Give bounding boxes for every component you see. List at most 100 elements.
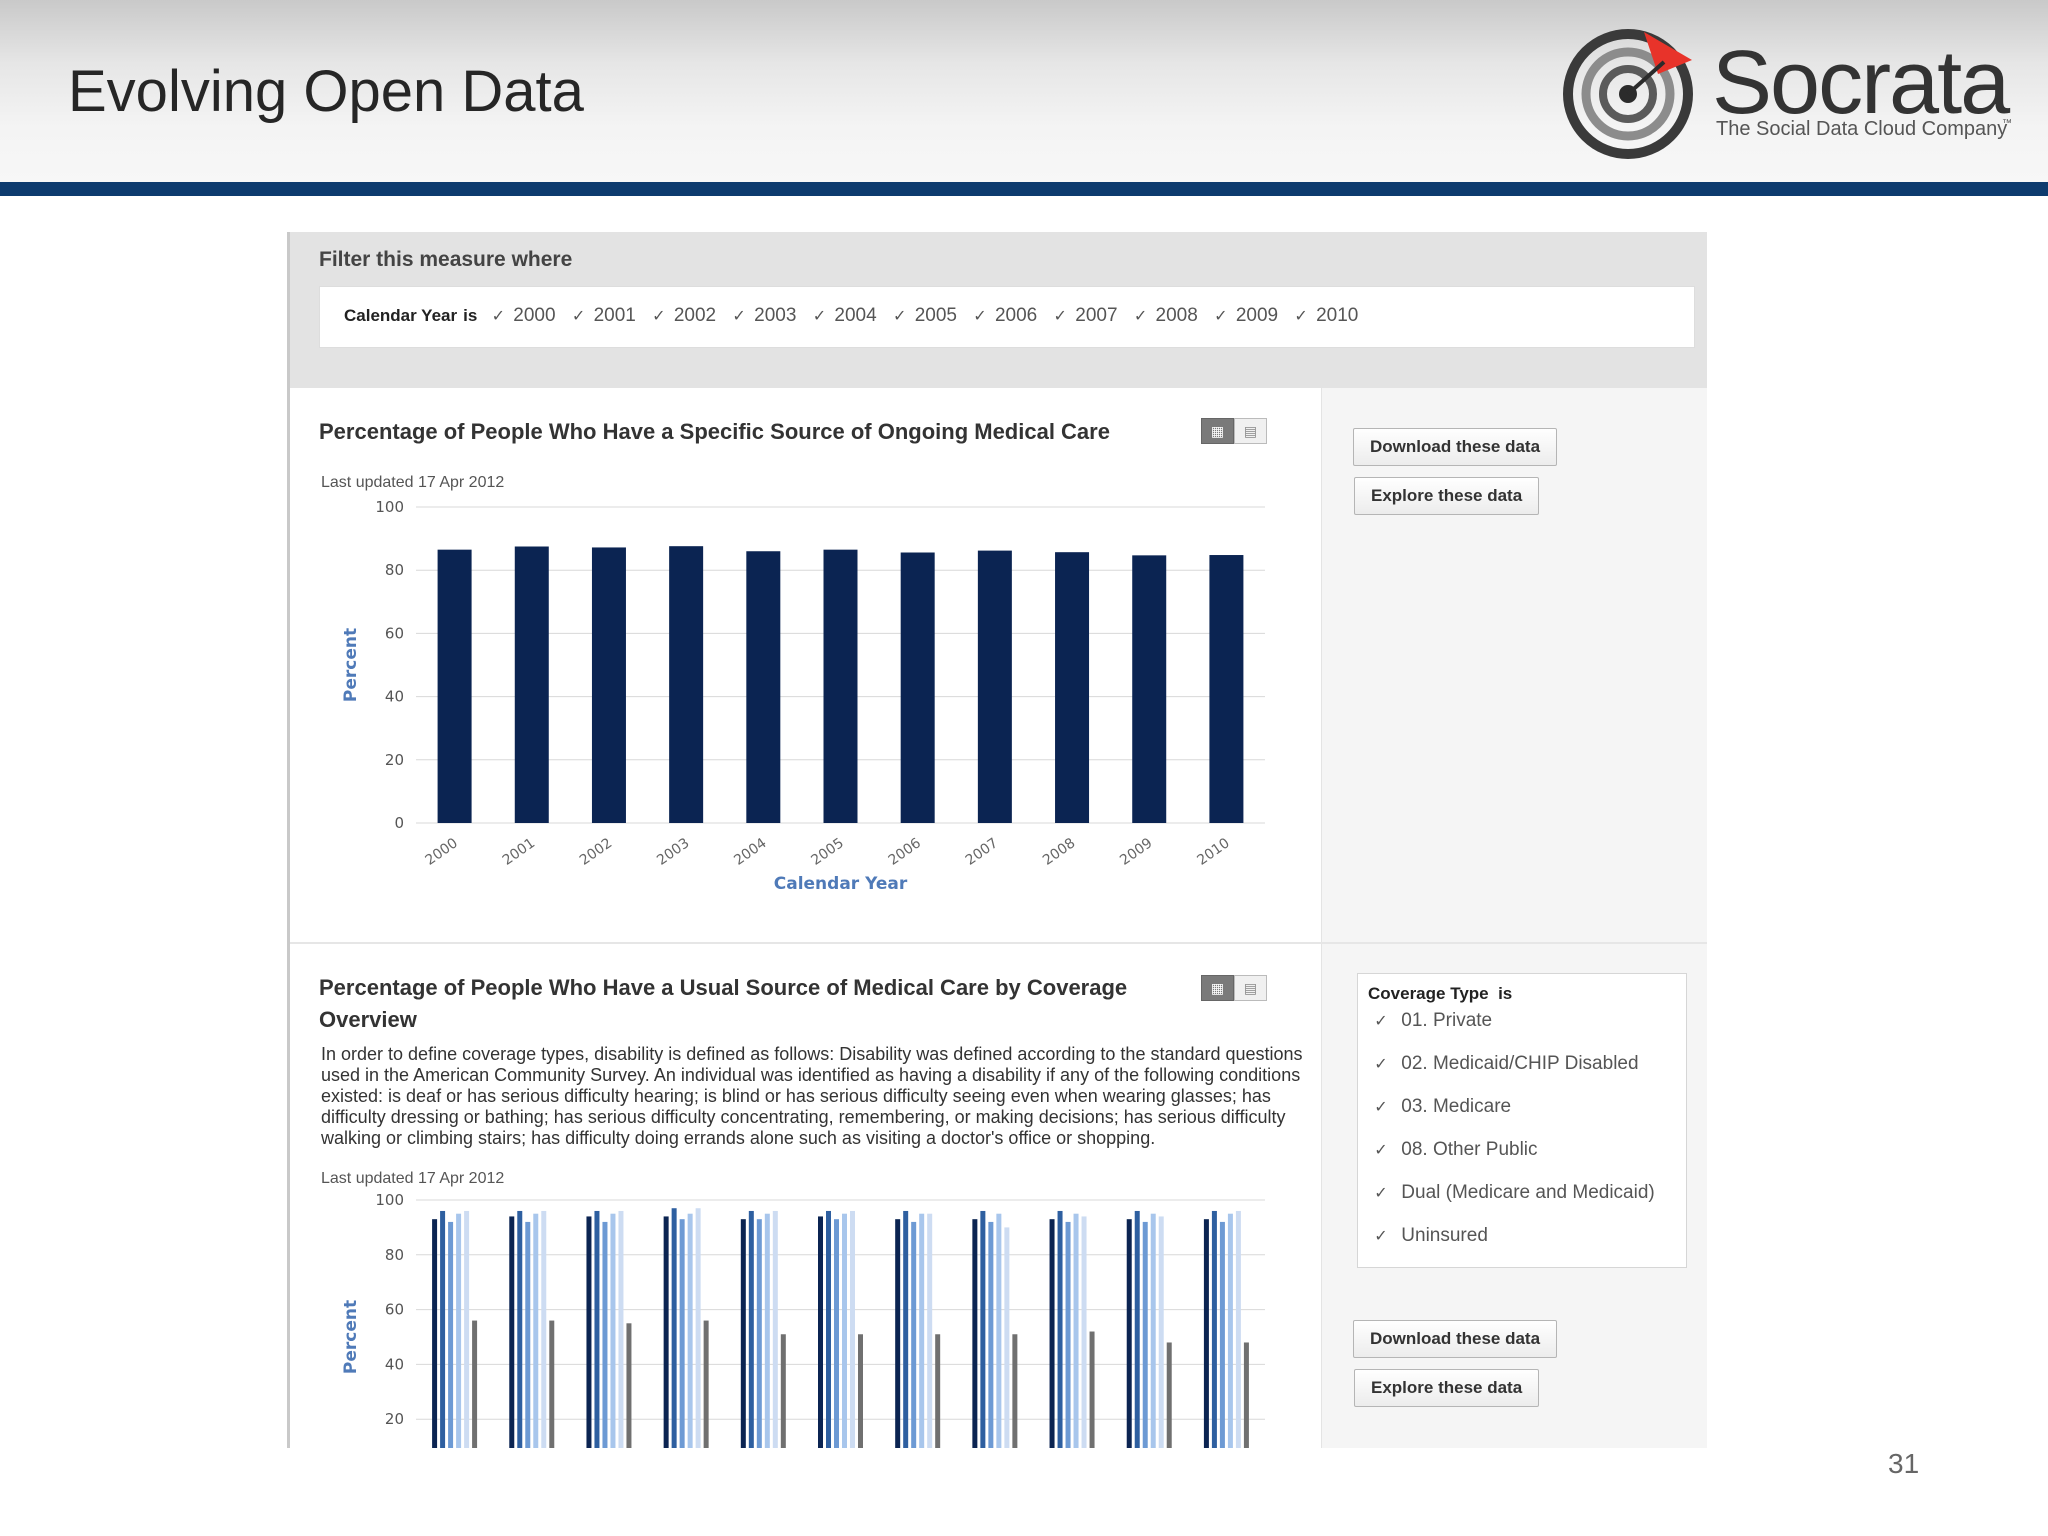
bar bbox=[456, 1213, 462, 1448]
bar bbox=[850, 1210, 855, 1448]
bar bbox=[1235, 1210, 1241, 1448]
bar bbox=[472, 1320, 478, 1448]
filter-panel: Filter this measure where Calendar Year … bbox=[290, 232, 1707, 388]
coverage-option[interactable]: ✓ 01. Private bbox=[1372, 1010, 1492, 1032]
bar bbox=[1142, 1221, 1148, 1448]
bar bbox=[1227, 1213, 1233, 1448]
bar bbox=[1134, 1210, 1140, 1448]
checkbox-checked-icon[interactable]: ✓ bbox=[1374, 1142, 1388, 1159]
checkbox-checked-icon[interactable]: ✓ bbox=[1374, 1056, 1388, 1073]
bar bbox=[1049, 1219, 1055, 1448]
bar bbox=[679, 1219, 685, 1448]
year-filter-option[interactable]: ✓ 2009 bbox=[1212, 305, 1292, 327]
checkbox-checked-icon[interactable]: ✓ bbox=[1053, 308, 1067, 325]
bar bbox=[1150, 1213, 1156, 1448]
checkbox-checked-icon[interactable]: ✓ bbox=[1374, 1099, 1388, 1116]
checkbox-checked-icon[interactable]: ✓ bbox=[1294, 308, 1308, 325]
slide-header: Evolving Open Data Socrata The Social Da… bbox=[0, 0, 2048, 182]
year-filter-option[interactable]: ✓ 2005 bbox=[891, 305, 971, 327]
side-column bbox=[1321, 388, 1707, 1448]
bar bbox=[903, 1210, 909, 1448]
bar bbox=[509, 1216, 515, 1448]
year-filter-option[interactable]: ✓ 2002 bbox=[650, 305, 730, 327]
download-data-button[interactable]: Download these data bbox=[1353, 1320, 1558, 1358]
coverage-option[interactable]: ✓ 02. Medicaid/CHIP Disabled bbox=[1372, 1053, 1638, 1075]
year-filter-option[interactable]: ✓ 2006 bbox=[971, 305, 1051, 327]
x-tick-label: 2009 bbox=[1117, 835, 1155, 869]
checkbox-checked-icon[interactable]: ✓ bbox=[973, 308, 987, 325]
x-tick-label: 2007 bbox=[963, 835, 1001, 869]
checkbox-checked-icon[interactable]: ✓ bbox=[571, 308, 586, 325]
bar bbox=[525, 1221, 531, 1448]
bar bbox=[703, 1320, 709, 1448]
year-filter-option[interactable]: ✓ 2004 bbox=[810, 305, 890, 327]
coverage-option[interactable]: ✓ 08. Other Public bbox=[1372, 1139, 1537, 1161]
year-filter-option[interactable]: ✓ 2007 bbox=[1051, 305, 1131, 327]
checkbox-checked-icon[interactable]: ✓ bbox=[1214, 308, 1228, 325]
bar bbox=[514, 546, 549, 823]
bar-chart-icon[interactable]: ▦ bbox=[1201, 975, 1234, 1001]
bar bbox=[663, 1216, 669, 1448]
bar bbox=[842, 1213, 847, 1448]
year-filter-option[interactable]: ✓ 2010 bbox=[1292, 305, 1372, 327]
panel1-bar-chart: 0 20 40 60 80 100 Percent 2000 2001 2002 2003 2004 2… bbox=[341, 498, 1265, 894]
year-filter-option[interactable]: ✓ 2003 bbox=[730, 305, 810, 327]
bar bbox=[594, 1210, 600, 1448]
x-tick-label: 2004 bbox=[731, 835, 769, 869]
y-tick-label: 100 bbox=[375, 498, 404, 516]
checkbox-checked-icon[interactable]: ✓ bbox=[491, 308, 505, 325]
bar-chart-icon[interactable]: ▦ bbox=[1201, 418, 1234, 444]
x-tick-label: 2000 bbox=[423, 835, 461, 869]
checkbox-checked-icon[interactable]: ✓ bbox=[1374, 1228, 1388, 1245]
bar bbox=[695, 1208, 701, 1448]
table-grid-icon[interactable]: ▤ bbox=[1234, 975, 1267, 1001]
y-tick-label: 100 bbox=[375, 1191, 404, 1209]
table-grid-icon[interactable]: ▤ bbox=[1234, 418, 1267, 444]
bar bbox=[1243, 1342, 1249, 1448]
bar bbox=[1132, 555, 1167, 823]
bar bbox=[1219, 1221, 1225, 1448]
checkbox-checked-icon[interactable]: ✓ bbox=[732, 308, 746, 325]
panel2-updated: Last updated 17 Apr 2012 bbox=[321, 1170, 505, 1187]
year-filter-option[interactable]: ✓ 2000 bbox=[489, 305, 569, 327]
logo-trademark: ™ bbox=[2002, 118, 2012, 129]
bar bbox=[1065, 1221, 1071, 1448]
explore-data-button[interactable]: Explore these data bbox=[1354, 477, 1540, 515]
checkbox-checked-icon[interactable]: ✓ bbox=[1374, 1185, 1388, 1202]
panel2-view-toggle: ▦ ▤ bbox=[1201, 975, 1267, 1001]
x-tick-label: 2010 bbox=[1194, 835, 1232, 869]
bar bbox=[1004, 1227, 1010, 1448]
bar bbox=[764, 1213, 770, 1448]
bar bbox=[586, 1216, 592, 1448]
checkbox-checked-icon[interactable]: ✓ bbox=[1374, 1013, 1388, 1030]
coverage-filter-head: Coverage Type is bbox=[1368, 984, 1513, 1003]
bar bbox=[748, 1210, 754, 1448]
y-axis-label: Percent bbox=[341, 1300, 361, 1374]
panel-divider bbox=[290, 942, 1707, 944]
coverage-option[interactable]: ✓ Uninsured bbox=[1372, 1225, 1488, 1247]
checkbox-checked-icon[interactable]: ✓ bbox=[812, 308, 827, 325]
year-filter-option[interactable]: ✓ 2001 bbox=[570, 305, 650, 327]
x-tick-label: 2008 bbox=[1040, 835, 1078, 869]
coverage-option[interactable]: ✓ Dual (Medicare and Medicaid) bbox=[1372, 1182, 1654, 1204]
bar bbox=[935, 1334, 941, 1448]
bar bbox=[669, 546, 704, 823]
bar bbox=[927, 1213, 933, 1448]
checkbox-checked-icon[interactable]: ✓ bbox=[1133, 308, 1148, 325]
download-data-button[interactable]: Download these data bbox=[1353, 428, 1558, 466]
explore-data-button[interactable]: Explore these data bbox=[1354, 1369, 1540, 1407]
bar bbox=[740, 1219, 746, 1448]
x-tick-label: 2006 bbox=[886, 835, 924, 869]
checkbox-checked-icon[interactable]: ✓ bbox=[892, 308, 907, 325]
bar bbox=[1057, 1210, 1063, 1448]
coverage-option[interactable]: ✓ 03. Medicare bbox=[1372, 1096, 1511, 1118]
checkbox-checked-icon[interactable]: ✓ bbox=[652, 308, 666, 325]
page-number: 31 bbox=[1888, 1448, 1920, 1479]
dataset-screenshot: Filter this measure where Calendar Year … bbox=[287, 232, 1707, 1448]
y-tick-label: 0 bbox=[394, 814, 404, 832]
x-tick-label: 2005 bbox=[808, 835, 846, 869]
bar bbox=[549, 1320, 555, 1448]
bar bbox=[432, 1219, 438, 1448]
filter-field-label: Calendar Year bbox=[344, 306, 458, 325]
year-filter-option[interactable]: ✓ 2008 bbox=[1132, 305, 1212, 327]
